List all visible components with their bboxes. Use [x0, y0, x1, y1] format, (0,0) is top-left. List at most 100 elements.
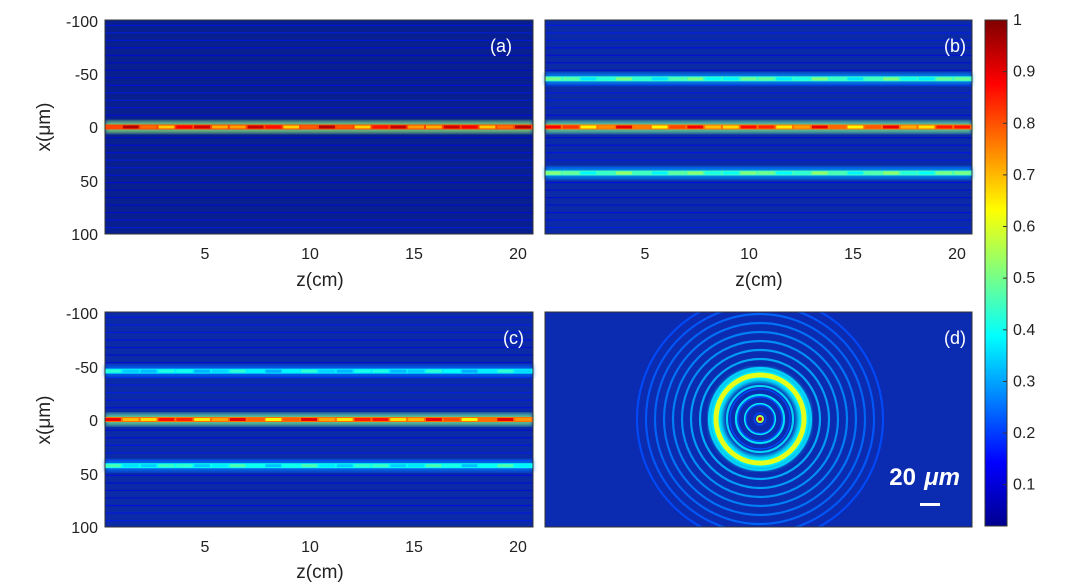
colorbar-ticks: 1 0.9 0.8 0.7 0.6 0.5 0.4 0.3 0.2 0.1: [1003, 12, 1035, 494]
band-segment: [354, 464, 371, 468]
band-segment: [669, 77, 686, 81]
band-segment: [794, 77, 810, 81]
band-segment: [426, 125, 442, 129]
band-segment: [105, 464, 121, 468]
fringe-line: [105, 77, 533, 79]
fringe-line: [105, 474, 533, 476]
colorbar-tick-label: 0.1: [1013, 477, 1035, 494]
band-segment: [865, 171, 882, 175]
band-segment: [758, 77, 775, 81]
colorbar-tick-label: 0.4: [1013, 322, 1035, 339]
panel-c-label: (c): [503, 328, 524, 348]
scale-bar: 20 μm: [889, 464, 960, 506]
band-segment: [265, 418, 282, 421]
scale-bar-line: [920, 503, 940, 506]
band-segment: [247, 418, 264, 421]
fringe-line: [105, 144, 533, 146]
band-segment: [545, 125, 561, 129]
band-segment: [443, 369, 460, 373]
band-segment: [954, 77, 970, 81]
band-segment: [319, 125, 335, 129]
inner-fringe-ring: [745, 404, 775, 434]
inner-fringe-ring: [753, 412, 767, 426]
panel-c-ylabel: x(μm): [34, 396, 55, 445]
ytick-label: 50: [80, 467, 98, 484]
band-segment: [687, 125, 704, 129]
panel-a-xlabel: z(cm): [296, 270, 343, 291]
band-segment: [176, 464, 193, 468]
band-segment: [229, 369, 246, 373]
band-segment: [319, 464, 335, 468]
panel-a: (a) -100 -50 0 50 100 5 10 15 20 z(cm) x…: [34, 14, 534, 291]
band-segment: [758, 171, 775, 175]
band-segment: [229, 464, 246, 468]
fringe-line: [105, 69, 533, 71]
panel-c-xlabel: z(cm): [296, 562, 343, 583]
fringe-line: [105, 354, 533, 356]
band-segment: [740, 77, 757, 81]
band-segment: [776, 77, 793, 81]
band-segment: [176, 125, 193, 129]
xtick-label: 5: [201, 246, 210, 263]
xtick-label: 15: [405, 539, 423, 556]
band-segment: [319, 369, 335, 373]
band-segment: [336, 418, 353, 421]
band-segment: [936, 125, 953, 129]
fringe-line: [105, 99, 533, 101]
ytick-label: 0: [89, 413, 98, 430]
band-segment: [212, 464, 228, 468]
band-segment: [212, 418, 228, 421]
fringe-line: [105, 212, 533, 214]
band-segment: [122, 418, 139, 421]
band-segment: [705, 125, 721, 129]
band-segment: [900, 77, 917, 81]
fringe-line: [105, 152, 533, 154]
band-segment: [426, 418, 442, 421]
panel-b-xticks: 5 10 15 20: [641, 246, 966, 263]
fringe-line: [545, 204, 972, 206]
band-segment: [443, 464, 460, 468]
fringe-line: [105, 339, 533, 341]
band-segment: [865, 125, 882, 129]
fringe-line: [105, 54, 533, 56]
band-segment: [758, 125, 775, 129]
band-segment: [265, 464, 282, 468]
band-segment: [829, 125, 846, 129]
band-segment: [651, 125, 668, 129]
band-segment: [194, 125, 210, 129]
band-segment: [176, 418, 193, 421]
band-segment: [580, 77, 597, 81]
band-segment: [461, 464, 478, 468]
band-segment: [515, 464, 531, 468]
band-segment: [354, 418, 371, 421]
band-segment: [936, 171, 953, 175]
ytick-label: -50: [75, 360, 98, 377]
colorbar-tick-label: 1: [1013, 12, 1022, 29]
fringe-line: [545, 114, 972, 116]
fringe-line: [105, 519, 533, 522]
panel-b-label: (b): [944, 36, 966, 56]
panel-a-label: (a): [490, 36, 512, 56]
colorbar-tick-label: 0.5: [1013, 270, 1035, 287]
band-segment: [598, 171, 615, 175]
fringe-line: [105, 512, 533, 514]
band-segment: [598, 125, 615, 129]
band-segment: [633, 171, 650, 175]
fringe-line: [105, 219, 533, 221]
panel-a-xticks: 5 10 15 20: [201, 246, 527, 263]
fringe-line: [105, 137, 533, 139]
colorbar-tick-label: 0.6: [1013, 219, 1035, 236]
fringe-line: [545, 159, 972, 161]
band-segment: [515, 418, 531, 421]
outer-fringe-ring: [635, 312, 885, 527]
xtick-label: 20: [948, 246, 966, 263]
colorbar-tick-label: 0.2: [1013, 425, 1035, 442]
band-segment: [390, 418, 407, 421]
ytick-label: -50: [75, 67, 98, 84]
fringe-line: [105, 159, 533, 161]
panel-b-bands: [545, 24, 972, 229]
band-segment: [883, 125, 899, 129]
ytick-label: 50: [80, 174, 98, 191]
band-segment: [811, 125, 828, 129]
inner-fringe-ring: [729, 388, 791, 450]
